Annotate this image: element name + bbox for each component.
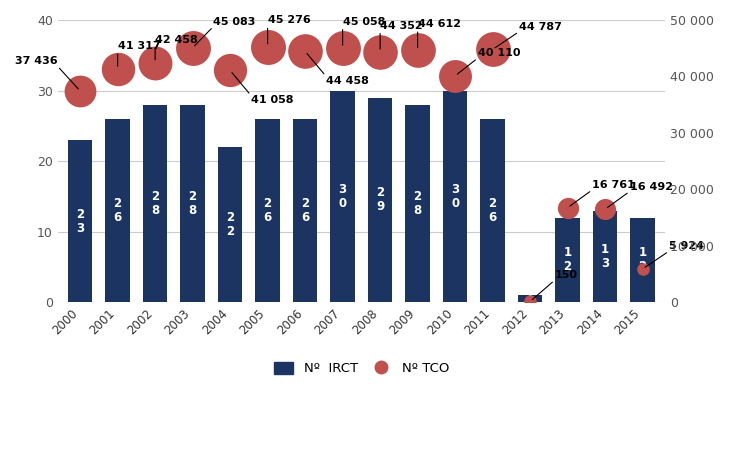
Text: 42 458: 42 458 [155,35,198,45]
Point [412,47,424,54]
Text: 2
8: 2 8 [413,190,422,217]
Point [374,48,386,55]
Bar [106,119,130,302]
Bar [555,218,580,302]
Bar [143,105,168,302]
Point [449,72,461,79]
Text: 44 352: 44 352 [380,21,423,31]
Text: 2
6: 2 6 [301,197,309,224]
Point [225,67,236,74]
Text: 150: 150 [555,270,577,281]
Bar [218,147,242,302]
Point [112,65,123,73]
Text: 41 317: 41 317 [117,41,160,51]
Text: 16 492: 16 492 [630,182,673,192]
Text: 37 436: 37 436 [15,56,58,66]
Text: 2
3: 2 3 [76,207,84,235]
Text: 2
8: 2 8 [189,190,197,217]
Point [74,87,86,95]
Point [487,46,499,53]
Text: 44 458: 44 458 [326,76,369,86]
Point [637,265,649,272]
Text: 16 761: 16 761 [592,180,635,190]
Bar [293,119,317,302]
Text: 2
6: 2 6 [488,197,496,224]
Text: 1
2: 1 2 [564,247,572,273]
Text: 2
8: 2 8 [151,190,159,217]
Bar [631,218,655,302]
Bar [68,140,93,302]
Bar [405,105,430,302]
Point [524,298,536,305]
Text: 2
6: 2 6 [114,197,122,224]
Bar [255,119,280,302]
Text: 40 110: 40 110 [477,48,520,58]
Text: 44 787: 44 787 [519,22,562,32]
Text: 41 058: 41 058 [251,95,293,105]
Text: 1
2: 1 2 [639,247,647,273]
Text: 45 276: 45 276 [268,15,311,26]
Text: 45 058: 45 058 [343,17,385,27]
Text: 2
9: 2 9 [376,187,384,213]
Point [187,44,198,51]
Bar [368,98,392,302]
Text: 45 083: 45 083 [214,17,256,27]
Text: 44 612: 44 612 [418,19,461,29]
Bar [330,91,355,302]
Point [562,204,574,212]
Bar [480,119,504,302]
Bar [593,211,617,302]
Text: 2
6: 2 6 [263,197,272,224]
Text: 1: 1 [526,292,534,305]
Text: 3
0: 3 0 [338,183,347,210]
Legend: Nº  IRCT, Nº TCO: Nº IRCT, Nº TCO [268,356,454,381]
Bar [443,91,467,302]
Bar [518,295,542,302]
Point [337,44,348,51]
Point [599,206,611,213]
Text: 5 924: 5 924 [669,241,704,251]
Text: 2
2: 2 2 [226,211,234,238]
Text: 1
3: 1 3 [601,243,609,270]
Text: 3
0: 3 0 [451,183,459,210]
Bar [181,105,205,302]
Point [149,59,161,66]
Point [262,43,273,50]
Point [300,48,311,55]
